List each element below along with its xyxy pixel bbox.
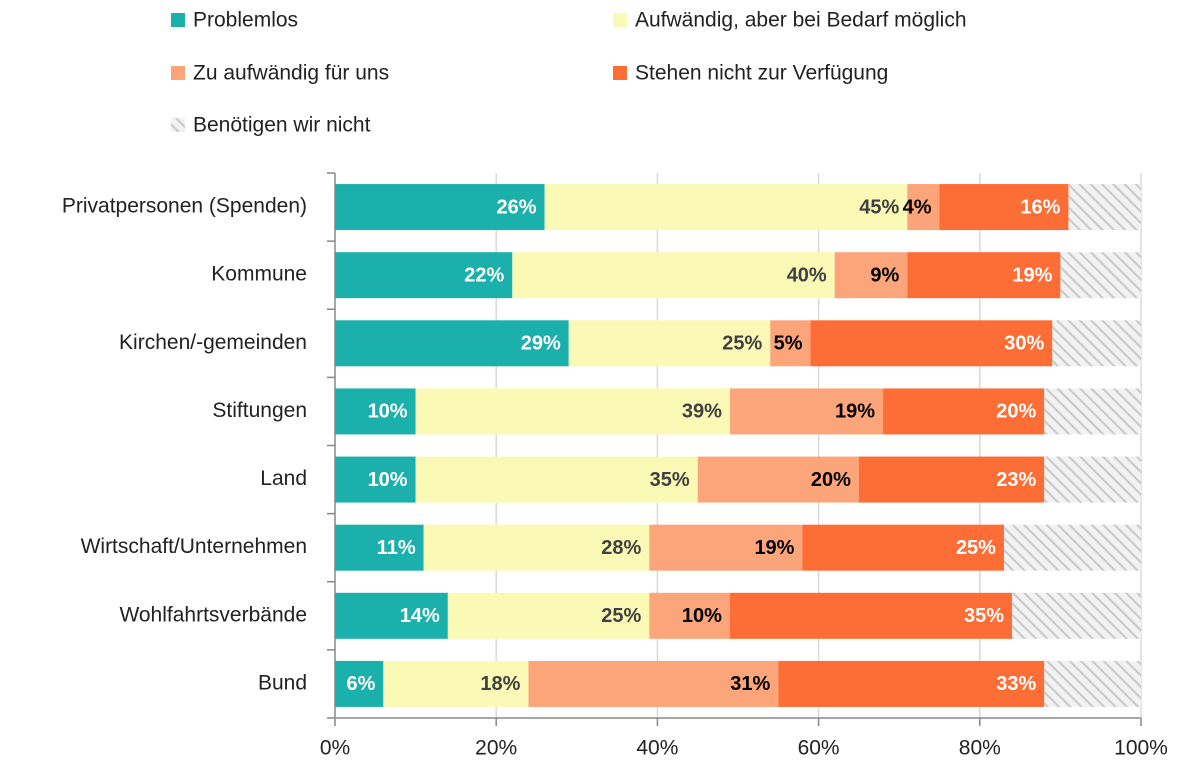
bar-segment (778, 660, 1045, 707)
bar-segment (729, 388, 884, 435)
bar-segment (810, 320, 1053, 367)
value-label: 19% (835, 401, 875, 423)
bar-segment (802, 524, 1004, 571)
value-label: 20% (996, 401, 1036, 423)
bar-segment (834, 252, 908, 299)
bar-segment (568, 320, 771, 367)
bar-segment (512, 252, 835, 299)
bar-segment (907, 252, 1061, 299)
value-label: 25% (956, 537, 996, 559)
value-label: 18% (480, 673, 520, 695)
value-label: 16% (1020, 196, 1060, 218)
bar-segment (447, 592, 650, 639)
bar-segment (1068, 184, 1141, 231)
bar-segment (858, 456, 1045, 503)
value-label: 26% (497, 196, 537, 218)
bar-segment (335, 320, 569, 367)
legend-swatch (171, 66, 185, 80)
bar-segment (544, 184, 908, 231)
bar-segment (697, 456, 859, 503)
y-tick-label: Bund (258, 671, 307, 694)
bar-segment (1060, 252, 1141, 299)
bar-segment (415, 456, 698, 503)
value-label: 14% (400, 605, 440, 627)
value-label: 6% (346, 673, 375, 695)
bar-segment (729, 592, 1013, 639)
value-label: 4% (903, 196, 932, 218)
value-label: 30% (1004, 333, 1044, 355)
bar-segment (528, 660, 779, 707)
bar-segment (649, 592, 730, 639)
y-tick-label: Kommune (211, 263, 307, 286)
y-tick-label: Stiftungen (212, 399, 307, 422)
legend-label: Benötigen wir nicht (193, 114, 371, 137)
bar-segment (883, 388, 1045, 435)
legend-label: Stehen nicht zur Verfügung (635, 62, 888, 85)
bar-segment (770, 320, 811, 367)
value-label: 25% (722, 333, 762, 355)
bar-segment (423, 524, 650, 571)
legend-label: Zu aufwändig für uns (193, 62, 389, 85)
y-tick-label: Kirchen/-gemeinden (119, 331, 307, 354)
bar-segment (335, 524, 424, 571)
value-label: 19% (754, 537, 794, 559)
value-label: 39% (682, 401, 722, 423)
legend-swatch (613, 13, 627, 27)
value-label: 10% (682, 605, 722, 627)
bar-segment (1012, 592, 1141, 639)
bar-segment (907, 184, 940, 231)
value-label: 45% (859, 196, 899, 218)
value-label: 10% (368, 401, 408, 423)
bar-segment (383, 660, 529, 707)
bar-segment (415, 388, 730, 435)
bar-segment (335, 456, 416, 503)
bar-segment (1052, 320, 1141, 367)
value-label: 22% (464, 264, 504, 286)
legend-swatch (171, 13, 185, 27)
bar-segment (939, 184, 1069, 231)
x-tick-label: 80% (959, 737, 1001, 760)
x-tick-label: 100% (1114, 737, 1168, 760)
legend-swatch (171, 118, 185, 132)
value-label: 5% (774, 333, 803, 355)
bar-segment (1003, 524, 1141, 571)
value-label: 29% (521, 333, 561, 355)
legend-label: Problemlos (193, 9, 298, 32)
value-label: 28% (601, 537, 641, 559)
value-label: 35% (650, 469, 690, 491)
value-label: 35% (964, 605, 1004, 627)
bar-segment (1044, 456, 1141, 503)
bar-segment (335, 184, 545, 231)
y-tick-label: Wirtschaft/Unternehmen (81, 535, 307, 558)
y-tick-label: Wohlfahrtsverbände (119, 603, 307, 626)
y-tick-label: Privatpersonen (Spenden) (62, 195, 307, 218)
value-label: 10% (368, 469, 408, 491)
value-label: 9% (870, 264, 899, 286)
legend-swatch (613, 66, 627, 80)
x-tick-label: 60% (798, 737, 840, 760)
x-tick-label: 20% (475, 737, 517, 760)
bar-segment (335, 388, 416, 435)
bar-segment (649, 524, 803, 571)
legend-label: Aufwändig, aber bei Bedarf möglich (635, 9, 967, 32)
value-label: 33% (996, 673, 1036, 695)
bar-segment (335, 660, 384, 707)
value-label: 23% (996, 469, 1036, 491)
y-tick-label: Land (260, 467, 307, 490)
value-label: 40% (787, 264, 827, 286)
x-tick-label: 40% (636, 737, 678, 760)
bar-segment (335, 592, 448, 639)
value-label: 31% (730, 673, 770, 695)
value-label: 20% (811, 469, 851, 491)
bar-segment (1044, 660, 1141, 707)
bar-segment (1044, 388, 1141, 435)
x-tick-label: 0% (320, 737, 350, 760)
value-label: 25% (601, 605, 641, 627)
value-label: 11% (377, 537, 416, 559)
value-label: 19% (1012, 264, 1052, 286)
bar-segment (335, 252, 513, 299)
